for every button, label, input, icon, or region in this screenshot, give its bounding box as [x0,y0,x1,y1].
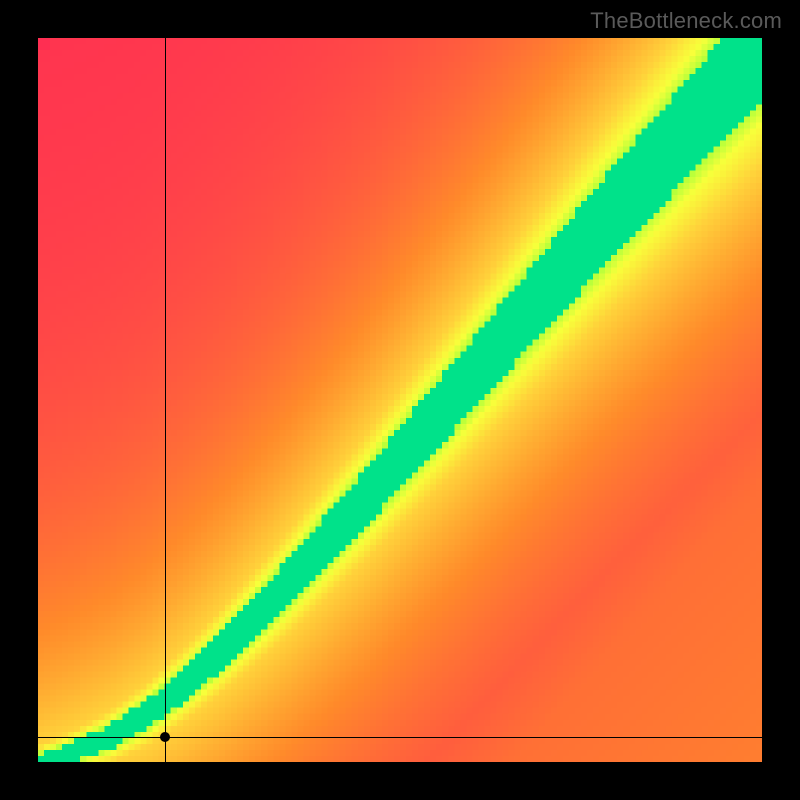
marker-dot [160,732,170,742]
watermark-text: TheBottleneck.com [590,8,782,34]
heatmap-canvas [38,38,762,762]
crosshair-vertical [165,38,166,762]
crosshair-horizontal [38,737,762,738]
plot-area [38,38,762,762]
